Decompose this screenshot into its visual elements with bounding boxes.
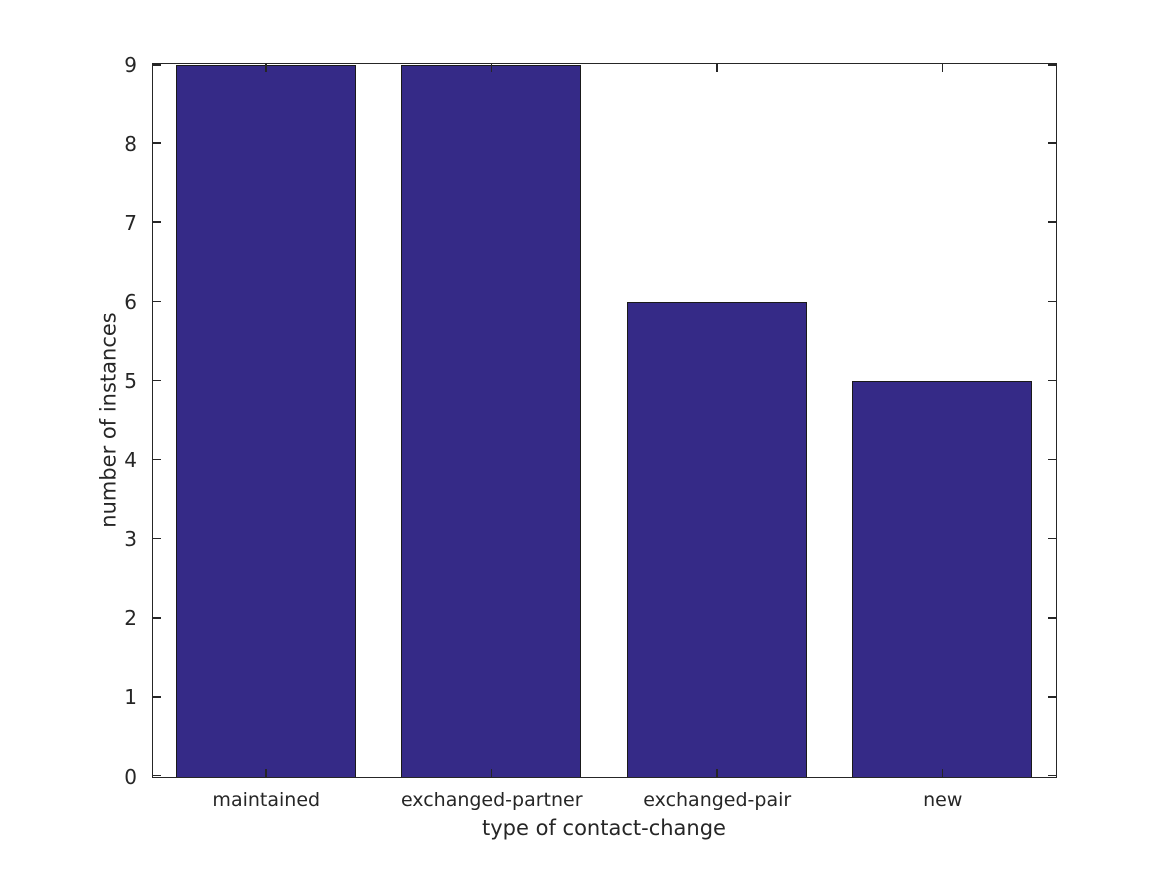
y-tick-mark bbox=[153, 458, 161, 461]
x-tick-label-maintained: maintained bbox=[212, 789, 321, 811]
y-tick-mark bbox=[1048, 458, 1056, 461]
x-tick-mark bbox=[490, 769, 492, 777]
y-tick-mark bbox=[153, 696, 161, 698]
x-tick-mark bbox=[716, 64, 718, 72]
y-tick-mark bbox=[1048, 300, 1056, 303]
y-axis-label: number of instances bbox=[96, 312, 121, 528]
y-tick-mark bbox=[1048, 537, 1056, 540]
y-tick-mark bbox=[1048, 221, 1056, 223]
y-tick-label: 2 bbox=[124, 606, 137, 631]
x-tick-mark bbox=[490, 64, 492, 72]
bar-exchanged-partner bbox=[401, 65, 582, 777]
x-tick-mark bbox=[265, 769, 267, 777]
bar-maintained bbox=[175, 65, 356, 777]
plot-area bbox=[152, 63, 1057, 778]
x-tick-mark bbox=[265, 64, 267, 72]
x-axis-label: type of contact-change bbox=[482, 816, 726, 840]
x-tick-mark bbox=[716, 769, 718, 777]
y-tick-label: 7 bbox=[124, 210, 137, 235]
x-tick-mark bbox=[941, 769, 943, 777]
y-tick-label: 4 bbox=[124, 448, 137, 473]
bar-new bbox=[852, 381, 1033, 777]
y-tick-mark bbox=[153, 617, 161, 619]
y-tick-mark bbox=[153, 64, 161, 66]
y-tick-label: 1 bbox=[124, 685, 137, 710]
y-tick-label: 5 bbox=[124, 368, 137, 393]
x-tick-label-exchanged-partner: exchanged-partner bbox=[400, 789, 583, 811]
y-tick-label: 3 bbox=[124, 527, 137, 552]
y-tick-mark bbox=[153, 142, 161, 144]
y-tick-mark bbox=[1048, 142, 1056, 144]
y-tick-mark bbox=[1048, 617, 1056, 619]
y-tick-label: 6 bbox=[124, 289, 137, 314]
y-tick-label: 0 bbox=[124, 764, 137, 789]
y-tick-mark bbox=[1048, 64, 1056, 66]
y-tick-mark bbox=[153, 774, 161, 776]
y-tick-mark bbox=[153, 379, 161, 382]
y-tick-mark bbox=[1048, 774, 1056, 776]
y-tick-mark bbox=[153, 300, 161, 303]
y-tick-mark bbox=[153, 537, 161, 540]
x-tick-label-exchanged-pair: exchanged-pair bbox=[643, 789, 792, 811]
y-tick-mark bbox=[1048, 696, 1056, 698]
x-tick-label-new: new bbox=[923, 789, 963, 811]
y-tick-label: 8 bbox=[124, 131, 137, 156]
y-tick-mark bbox=[1048, 379, 1056, 382]
y-tick-label: 9 bbox=[124, 52, 137, 77]
x-tick-mark bbox=[941, 64, 943, 72]
bar-exchanged-pair bbox=[626, 302, 807, 777]
y-tick-mark bbox=[153, 221, 161, 223]
